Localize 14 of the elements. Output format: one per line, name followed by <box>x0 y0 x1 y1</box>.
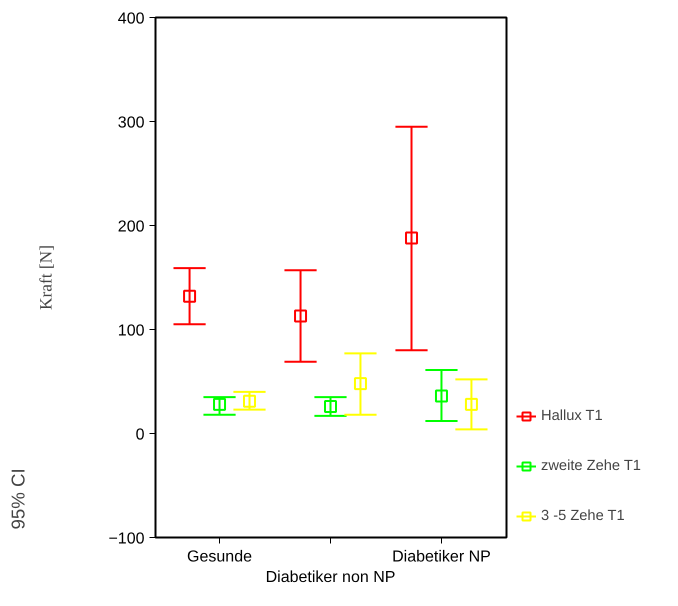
y-tick-label: 300 <box>118 114 145 132</box>
legend-label: zweite Zehe T1 <box>541 458 641 474</box>
y-tick-label: 0 <box>136 426 145 444</box>
x-tick-label: Diabetiker non NP <box>266 568 396 586</box>
y-axis-title: Kraft [N] <box>36 245 56 310</box>
x-tick-label: Gesunde <box>187 548 252 566</box>
text: 95% CI <box>8 468 28 530</box>
legend-label: Hallux T1 <box>541 408 603 424</box>
y-tick-label: 100 <box>118 322 145 340</box>
legend-label: 3 -5 Zehe T1 <box>541 508 625 524</box>
y-tick-label: 200 <box>118 218 145 236</box>
y-tick-label: 400 <box>118 10 145 28</box>
x-tick-label: Diabetiker NP <box>392 548 491 566</box>
y-tick-label: −100 <box>108 530 145 548</box>
